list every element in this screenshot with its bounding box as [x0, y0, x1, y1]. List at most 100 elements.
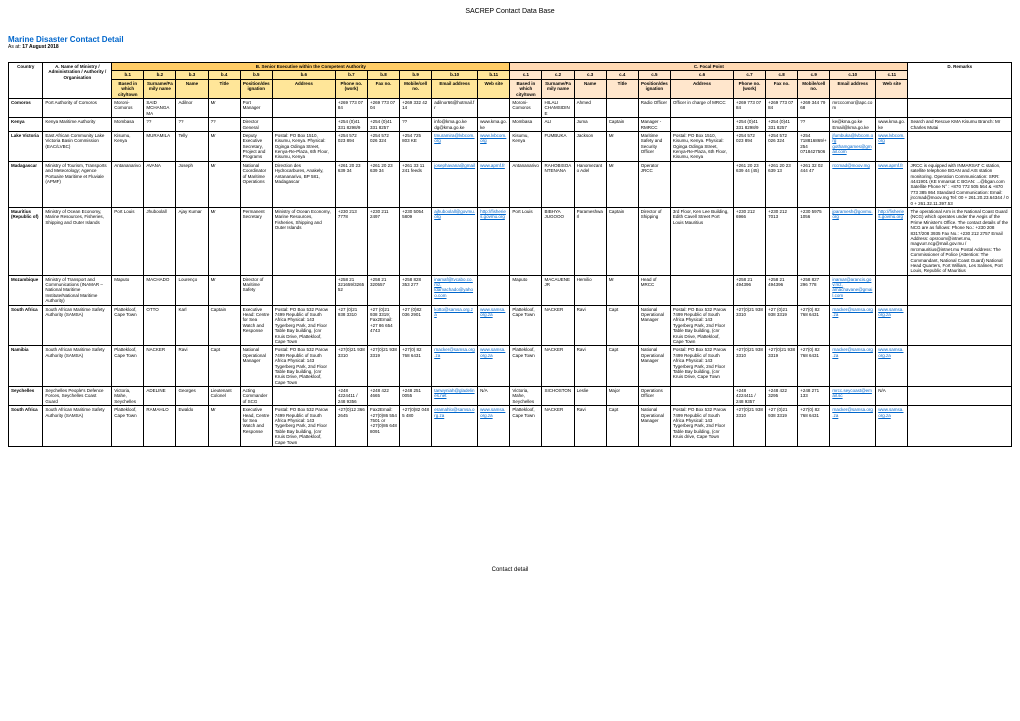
cell-b: Postal: PO Box 532 Parow 7499 Republic o… [272, 406, 335, 447]
cell-c: Plattekloof, Cape Town [510, 305, 542, 346]
cell-b: Port Manager [240, 98, 272, 117]
hdr-c-sub: Mobile/cell no. [798, 79, 830, 98]
cell-c: +269 773 07 84 [766, 98, 798, 117]
cell-country: Namibia [9, 346, 43, 387]
cell-c: +27 (0)21 938 3319 [766, 406, 798, 447]
cell-c: RAHOBISOA NTENANA [542, 161, 574, 207]
cell-b: Postal: PO Box 1510, Kisumu, Kenya. Phys… [272, 131, 335, 161]
cell-b: Mr [208, 98, 240, 117]
cell-b: National Operational Manager [240, 346, 272, 387]
table-row: MozambiqueMinistry of Transport and Comm… [9, 275, 1012, 305]
cell-c: Ahmed [574, 98, 606, 117]
cell-c: Kisumu, Kenya [510, 131, 542, 161]
hdr-b-col: b.4 [208, 71, 240, 79]
cell-b: Mr [208, 275, 240, 305]
cell-c: 3rd Floor, Ken Lee Building, Edith Cavel… [670, 207, 733, 275]
cell-c: Capt [606, 406, 638, 447]
hdr-b-col: b.6 [272, 71, 335, 79]
cell-c: www.samsa.org.za [876, 346, 908, 387]
cell-c: +27(0)21 938 3310 [734, 346, 766, 387]
cell-remarks [908, 275, 1012, 305]
header-row-1: Country A. Name of Ministry / Administra… [9, 63, 1012, 71]
cell-b: +230 211 2497 [367, 207, 399, 275]
cell-c: ALI [542, 118, 574, 132]
cell-b: Permanent Secretary [240, 207, 272, 275]
cell-b: Ravi [176, 346, 208, 387]
table-row: Mauritius (Republic of)Ministry of Ocean… [9, 207, 1012, 275]
cell-b: www.samsa.org.za [478, 406, 510, 447]
contact-table: Country A. Name of Ministry / Administra… [8, 62, 1012, 447]
cell-b [478, 98, 510, 117]
cell-c: Postal: PO Box 532 Parow 7499 Republic o… [670, 406, 733, 447]
hdr-b-sub: Position/designation [240, 79, 272, 98]
cell-c: ?? [798, 118, 830, 132]
cell-remarks [908, 98, 1012, 117]
cell-b: Kisumu, Kenya [112, 131, 144, 161]
hdr-c-col: c.3 [574, 71, 606, 79]
hdr-b-sub: Based in which city/town [112, 79, 144, 98]
cell-b: http://fisheries.govmu.org [478, 207, 510, 275]
cell-remarks: The operational Arm is the National Coas… [908, 207, 1012, 275]
cell-country: South Africa [9, 305, 43, 346]
hdr-b-col: b.9 [400, 71, 432, 79]
cell-b: Victoria, Mahe, Seychelles [112, 387, 144, 406]
hdr-c-sub: Phone no. (work) [734, 79, 766, 98]
cell-b: Direction des Hydrocarbures, Anakely, An… [272, 161, 335, 207]
cell-b: +254 572 023 894 [335, 131, 367, 161]
hdr-c-col: c.7 [734, 71, 766, 79]
cell-b: National Coordinator of Maritime Operati… [240, 161, 272, 207]
cell-b: eramahlo@samsa.org.za [432, 406, 478, 447]
cell-b [272, 98, 335, 117]
cell-remarks [908, 406, 1012, 447]
hdr-b-col: b.3 [176, 71, 208, 79]
table-row: MadagascarMinistry of Tourism, Transport… [9, 161, 1012, 207]
cell-c: Plattekloof, Cape Town [510, 406, 542, 447]
cell-b: ajhuboolall@govmu.org [432, 207, 478, 275]
cell-c: N/A [876, 387, 908, 406]
page-header: SACREP Contact Data Base [8, 8, 1012, 15]
cell-c: +269 773 07 84 [734, 98, 766, 117]
cell-remarks [908, 346, 1012, 387]
cell-c: Leslie [574, 387, 606, 406]
hdr-c-sub: Address [670, 79, 733, 98]
cell-b: +248 4224411 / 248 9356 [335, 387, 367, 406]
cell-b: +258 21 321659/326552 [335, 275, 367, 305]
cell-org: South African Maritime Safety Authority … [43, 406, 112, 447]
cell-c: Mr [606, 161, 638, 207]
cell-c: Ravi [574, 346, 606, 387]
cell-c: Moroni-Comoros [510, 98, 542, 117]
cell-c: Plattekloof, Cape Town [510, 346, 542, 387]
hdr-b-sub: Name [176, 79, 208, 98]
cell-b: Mr [208, 207, 240, 275]
cell-c: +248 271 133 [798, 387, 830, 406]
cell-b: MURAMILA [144, 131, 176, 161]
cell-b: ?? [400, 118, 432, 132]
cell-b: Maputo [112, 275, 144, 305]
cell-c: +27(0)21 938 3319 [766, 346, 798, 387]
cell-c: +254 718816869/+254 0718427506 [798, 131, 830, 161]
hdr-org: A. Name of Ministry / Administration / A… [43, 63, 112, 99]
cell-c: Port Louis [510, 207, 542, 275]
cell-c: BIBHYA JUGOOO [542, 207, 574, 275]
cell-b: Ministry of Ocean Economy, Marine Resour… [272, 207, 335, 275]
cell-c: rnacker@samsa.org.za [830, 305, 876, 346]
cell-b: Fax2Email: +27(0)86 554 7501 or +27(0)86… [367, 406, 399, 447]
cell-c [670, 275, 733, 305]
cell-b: www.kma.go.ke [478, 118, 510, 132]
cell-c: www.samsa.org.za [876, 305, 908, 346]
cell-c: mrcc.seycoast@email.sc [830, 387, 876, 406]
cell-b: Lourenço [176, 275, 208, 305]
hdr-c-col: c.8 [766, 71, 798, 79]
cell-b: +269 773 07 04 [367, 98, 399, 117]
hdr-b-sub: Fax no. [367, 79, 399, 98]
hdr-b-sub: Email address [432, 79, 478, 98]
cell-c: Juma [574, 118, 606, 132]
cell-c: Ravi [574, 305, 606, 346]
hdr-c-col: c.4 [606, 71, 638, 79]
cell-c: Director of Shipping [638, 207, 670, 275]
cell-b: +258 828 353 277 [400, 275, 432, 305]
cell-c: FUMBUKA [542, 131, 574, 161]
cell-c: www.lvbcom.org [876, 131, 908, 161]
cell-c: NACKER [542, 346, 574, 387]
cell-b: +261 20 23 639 34 [335, 161, 367, 207]
